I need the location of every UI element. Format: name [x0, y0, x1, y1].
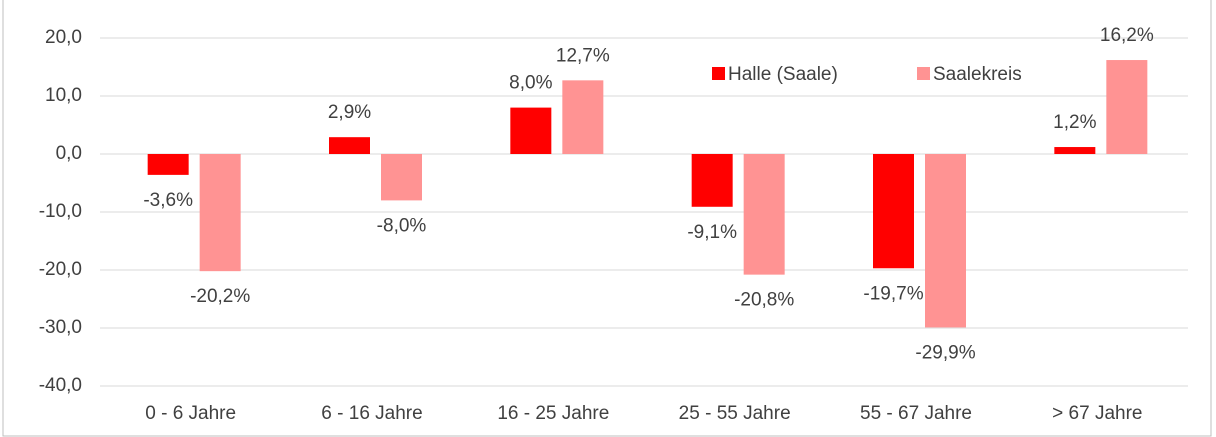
x-tick-label: 55 - 67 Jahre: [860, 403, 972, 424]
bar: [873, 154, 914, 269]
y-tick-label: -20,0: [39, 259, 82, 280]
bar: [691, 154, 733, 207]
y-tick-label: -10,0: [39, 201, 82, 222]
data-label: -9,1%: [687, 222, 737, 243]
legend-swatch: [712, 67, 725, 80]
bar: [1054, 147, 1096, 154]
y-tick-label: -30,0: [39, 317, 82, 338]
bar: [147, 154, 189, 175]
x-tick-label: 0 - 6 Jahre: [145, 403, 236, 424]
bar: [562, 80, 604, 154]
data-label: 2,9%: [328, 102, 371, 123]
data-label: -8,0%: [377, 215, 427, 236]
data-label: 12,7%: [556, 45, 610, 66]
data-label: -3,6%: [143, 190, 193, 211]
bar: [329, 137, 370, 154]
data-label: -29,9%: [915, 342, 975, 363]
bar: [510, 107, 552, 154]
y-tick-label: 10,0: [45, 85, 82, 106]
data-label: -20,2%: [190, 286, 250, 307]
y-tick-label: 20,0: [45, 27, 82, 48]
y-tick-label: -40,0: [39, 375, 82, 396]
bar: [925, 154, 966, 328]
x-tick-label: 6 - 16 Jahre: [321, 403, 422, 424]
bar: [381, 154, 422, 201]
legend-label: Saalekreis: [933, 64, 1022, 85]
legend-swatch: [917, 67, 930, 80]
data-label: -19,7%: [863, 283, 923, 304]
data-label: 8,0%: [509, 73, 552, 94]
bar: [743, 154, 785, 275]
legend-label: Halle (Saale): [728, 64, 838, 85]
bar: [1106, 60, 1148, 154]
data-label: 16,2%: [1100, 25, 1154, 46]
x-tick-label: > 67 Jahre: [1052, 403, 1142, 424]
x-tick-label: 25 - 55 Jahre: [679, 403, 791, 424]
bar: [199, 154, 241, 272]
data-label: -20,8%: [734, 290, 794, 311]
data-label: 1,2%: [1053, 112, 1096, 133]
y-tick-label: 0,0: [56, 143, 82, 164]
x-tick-label: 16 - 25 Jahre: [497, 403, 609, 424]
